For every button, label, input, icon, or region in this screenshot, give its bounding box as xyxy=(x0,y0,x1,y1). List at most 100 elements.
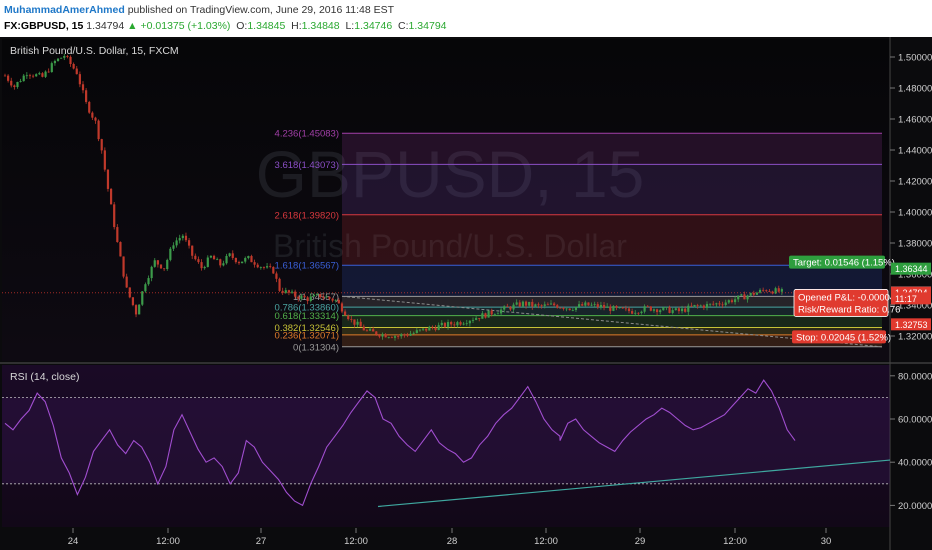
candle-body xyxy=(35,74,38,77)
position-tool[interactable]: Target: 0.01546 (1.15%) Opened P&L: -0.00… xyxy=(789,255,900,344)
candle-body xyxy=(387,337,390,339)
candle-body xyxy=(159,264,163,269)
candle-body xyxy=(281,290,284,293)
candle-body xyxy=(771,291,774,294)
candle-body xyxy=(372,329,375,332)
candle-body xyxy=(109,188,113,205)
candle-body xyxy=(602,304,606,308)
candle-body xyxy=(56,58,60,62)
candle-body xyxy=(206,257,209,267)
candle-body xyxy=(368,329,372,331)
candle-body xyxy=(38,73,41,75)
candle-body xyxy=(72,64,75,69)
pnl-label: Opened P&L: -0.00004 xyxy=(798,292,895,303)
candle-body xyxy=(556,305,559,308)
candle-body xyxy=(443,322,447,327)
candle-body xyxy=(509,307,512,310)
rsi-line xyxy=(4,379,796,507)
candle-body xyxy=(284,290,287,293)
watermark-symbol: GBPUSD, 15 xyxy=(256,137,645,211)
candle-body xyxy=(359,321,362,327)
candle-body xyxy=(22,75,25,82)
candle-body xyxy=(353,319,356,325)
candle-body xyxy=(665,307,668,308)
candle-body xyxy=(97,120,100,140)
chart-canvas[interactable]: GBPUSD, 15 British Pound/U.S. Dollar 4.2… xyxy=(0,37,932,550)
candle-body xyxy=(705,304,709,308)
price-axis[interactable]: 1.50000 1.48000 1.46000 1.44000 1.42000 1.400… xyxy=(890,53,932,343)
candle-body xyxy=(606,306,609,308)
candle-body xyxy=(303,295,306,298)
price-tick-label: 1.36000 xyxy=(898,270,932,281)
candle-body xyxy=(425,328,428,331)
candle-body xyxy=(322,297,325,299)
candle-body xyxy=(312,294,315,297)
candle-body xyxy=(200,262,203,269)
candle-body xyxy=(197,259,200,263)
rsi-indicator: 80.0000 60.0000 40.0000 20.0000 xyxy=(2,371,932,512)
rsi-tick-label: 80.0000 xyxy=(898,371,932,382)
price-tag-box xyxy=(891,262,931,275)
candle-body xyxy=(512,304,515,310)
candle-body xyxy=(256,264,259,268)
rsi-tick-label: 20.0000 xyxy=(898,501,932,512)
candle-body xyxy=(415,330,418,333)
time-tick-label: 27 xyxy=(256,536,267,547)
candle-body xyxy=(478,318,481,319)
candle-body xyxy=(187,240,191,246)
price-tick-label: 1.42000 xyxy=(898,177,932,188)
candle-body xyxy=(331,298,334,301)
candle-body xyxy=(19,81,22,82)
candle-body xyxy=(172,245,175,249)
candle-body xyxy=(727,300,730,303)
candle-body xyxy=(649,306,652,311)
time-axis[interactable]: 24 12:00 27 12:00 28 12:00 29 12:00 30 xyxy=(68,528,832,547)
candle-body xyxy=(721,304,724,306)
candle-body xyxy=(774,288,777,294)
candle-body xyxy=(122,256,125,277)
candle-body xyxy=(549,303,553,305)
candle-body xyxy=(315,294,319,295)
fib-zone xyxy=(342,296,882,308)
candle-body xyxy=(141,291,144,305)
candle-body xyxy=(475,318,478,320)
candle-body xyxy=(103,150,106,170)
candle-body xyxy=(465,323,468,325)
symbol-label[interactable]: FX:GBPUSD, 15 xyxy=(4,20,84,32)
candle-body xyxy=(153,260,156,267)
candle-body xyxy=(590,304,593,306)
candle-body xyxy=(91,112,94,118)
fib-level-label: 0.236(1.32071) xyxy=(275,330,339,341)
candle-body xyxy=(596,304,599,308)
candle-body xyxy=(737,295,740,300)
watermark-name: British Pound/U.S. Dollar xyxy=(273,228,627,264)
candle-body xyxy=(106,169,110,189)
candle-body xyxy=(453,324,456,326)
header-bar: MuhammadAmerAhmed published on TradingVi… xyxy=(0,0,932,37)
candle-body xyxy=(244,258,247,262)
candle-body xyxy=(574,306,578,310)
fib-zone xyxy=(342,334,882,347)
candle-body xyxy=(343,311,347,316)
candle-body xyxy=(624,308,627,310)
fibonacci-tool[interactable]: 4.236(1.45083) 3.618(1.43073) 2.618(1.3982… xyxy=(275,129,883,354)
candle-body xyxy=(365,330,369,332)
candle-body xyxy=(300,295,303,299)
candle-body xyxy=(10,80,13,86)
fib-zone xyxy=(342,327,882,335)
author-link[interactable]: MuhammadAmerAhmed xyxy=(4,4,125,16)
candle-body xyxy=(259,267,262,269)
candle-body xyxy=(406,334,409,336)
candle-body xyxy=(78,74,81,85)
time-tick-label: 12:00 xyxy=(534,536,558,547)
candle-body xyxy=(780,289,783,292)
candle-body xyxy=(637,312,640,314)
candle-body xyxy=(696,304,699,306)
candle-body xyxy=(309,296,312,302)
candle-body xyxy=(718,303,721,305)
candle-body xyxy=(113,204,116,228)
candle-body xyxy=(347,315,350,320)
rsi-tick-label: 40.0000 xyxy=(898,458,932,469)
candle-body xyxy=(181,235,184,239)
candle-body xyxy=(375,331,378,335)
